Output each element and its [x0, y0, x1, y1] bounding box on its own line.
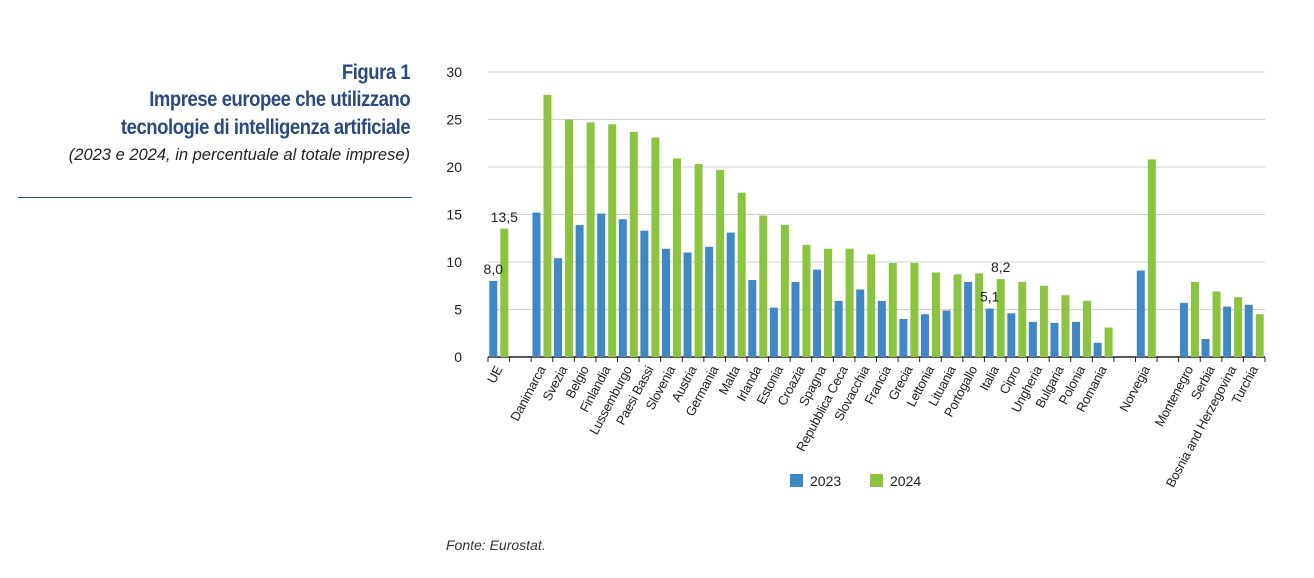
legend-label: 2024 — [890, 473, 921, 489]
x-tick-label: Norvegia — [1116, 362, 1153, 414]
bar-2023-spagna — [813, 269, 822, 357]
bar-2024-ue — [500, 228, 509, 357]
bar-2024-austria — [694, 164, 703, 357]
bar-2023-romania — [1093, 342, 1102, 357]
bar-2024-francia — [888, 262, 897, 357]
data-label: 13,5 — [491, 209, 518, 225]
bar-2023-bosnia-and-herzegovina — [1223, 306, 1232, 357]
y-tick-label: 5 — [454, 302, 462, 318]
bar-2023-bulgaria — [1050, 322, 1059, 357]
bar-2024-belgio — [586, 122, 595, 357]
figure-number: Figura 1 — [341, 61, 411, 84]
bar-2023-lettonia — [920, 314, 929, 357]
bar-2023-repubblica-ceca — [834, 300, 843, 357]
bar-2023-italia — [985, 308, 994, 357]
bar-2023-lussemburgo — [618, 219, 627, 357]
y-tick-label: 30 — [446, 64, 462, 80]
bar-2023-norvegia — [1136, 270, 1145, 357]
figure-header: Figura 1 Imprese europee che utilizzano … — [68, 60, 411, 166]
bar-2024-ungheria — [1039, 285, 1048, 357]
bar-2023-ungheria — [1028, 321, 1037, 357]
bar-2023-paesi-bassi — [640, 230, 649, 357]
bar-2023-slovenia — [661, 248, 670, 357]
bar-2024-slovacchia — [867, 254, 876, 357]
bar-2024-lituania — [953, 274, 962, 357]
bar-2023-austria — [683, 252, 692, 357]
bar-2023-malta — [726, 232, 735, 357]
bar-2024-cipro — [1018, 281, 1027, 357]
data-label: 5,1 — [980, 289, 1000, 305]
bar-2024-bosnia-and-herzegovina — [1234, 297, 1243, 357]
bar-2024-germania — [716, 169, 725, 357]
bar-2024-danimarca — [543, 94, 552, 358]
y-tick-label: 25 — [446, 112, 462, 128]
bar-2024-serbia — [1212, 291, 1221, 357]
bar-2024-estonia — [780, 224, 789, 357]
bar-2024-grecia — [910, 262, 919, 357]
bar-2024-repubblica-ceca — [845, 248, 854, 357]
bar-2024-paesi-bassi — [651, 137, 660, 357]
bar-2024-turchia — [1255, 314, 1264, 357]
bar-2024-lussemburgo — [629, 131, 638, 357]
bar-2023-montenegro — [1179, 302, 1188, 357]
x-tick-label: UE — [484, 363, 506, 386]
bar-2023-irlanda — [748, 280, 757, 357]
bar-2024-spagna — [824, 248, 833, 357]
bar-2024-montenegro — [1190, 281, 1199, 357]
bar-2023-ue — [489, 281, 498, 357]
bar-2024-croazia — [802, 244, 811, 357]
bar-2024-svezia — [565, 119, 574, 357]
bar-2023-francia — [877, 300, 886, 357]
legend-swatch-2023 — [790, 474, 803, 487]
bar-2023-cipro — [1007, 313, 1016, 357]
bar-2023-germania — [705, 246, 714, 357]
figure-title-line2: tecnologie di intelligenza artificiale — [120, 116, 411, 139]
data-label: 8,0 — [484, 261, 504, 277]
bar-2024-romania — [1104, 327, 1113, 357]
bar-2023-lituania — [942, 310, 951, 357]
bar-2024-portogallo — [975, 273, 984, 357]
bar-2023-serbia — [1201, 338, 1210, 357]
bar-2023-polonia — [1072, 321, 1081, 357]
bar-2023-slovacchia — [856, 289, 865, 357]
bar-2023-svezia — [554, 258, 563, 357]
legend-swatch-2024 — [870, 474, 883, 487]
bar-2024-malta — [737, 192, 746, 357]
legend-label: 2023 — [810, 473, 841, 489]
bar-2024-finlandia — [608, 124, 617, 357]
bar-2023-grecia — [899, 319, 908, 357]
figure-title-line1: Imprese europee che utilizzano — [148, 88, 411, 111]
bar-2024-italia — [996, 279, 1005, 357]
bar-2023-turchia — [1244, 304, 1253, 357]
bar-2023-croazia — [791, 281, 800, 357]
bar-2023-belgio — [575, 224, 584, 357]
header-divider — [18, 197, 412, 198]
bar-2024-lettonia — [931, 272, 940, 357]
bar-2023-danimarca — [532, 212, 541, 357]
y-tick-label: 15 — [446, 207, 462, 223]
bar-2024-bulgaria — [1061, 295, 1070, 357]
bar-2024-polonia — [1083, 300, 1092, 357]
y-tick-label: 0 — [454, 349, 462, 365]
data-label: 8,2 — [991, 259, 1011, 275]
bar-2024-irlanda — [759, 215, 768, 357]
y-tick-label: 10 — [446, 254, 462, 270]
source-note: Fonte: Eurostat. — [446, 537, 546, 553]
bar-2023-estonia — [769, 307, 778, 357]
bar-2024-norvegia — [1147, 159, 1156, 357]
bar-2023-portogallo — [964, 281, 973, 357]
bar-2023-finlandia — [597, 213, 606, 357]
figure-subtitle: (2023 e 2024, in percentuale al totale i… — [68, 146, 410, 164]
bar-2024-slovenia — [672, 158, 681, 357]
y-tick-label: 20 — [446, 159, 462, 175]
